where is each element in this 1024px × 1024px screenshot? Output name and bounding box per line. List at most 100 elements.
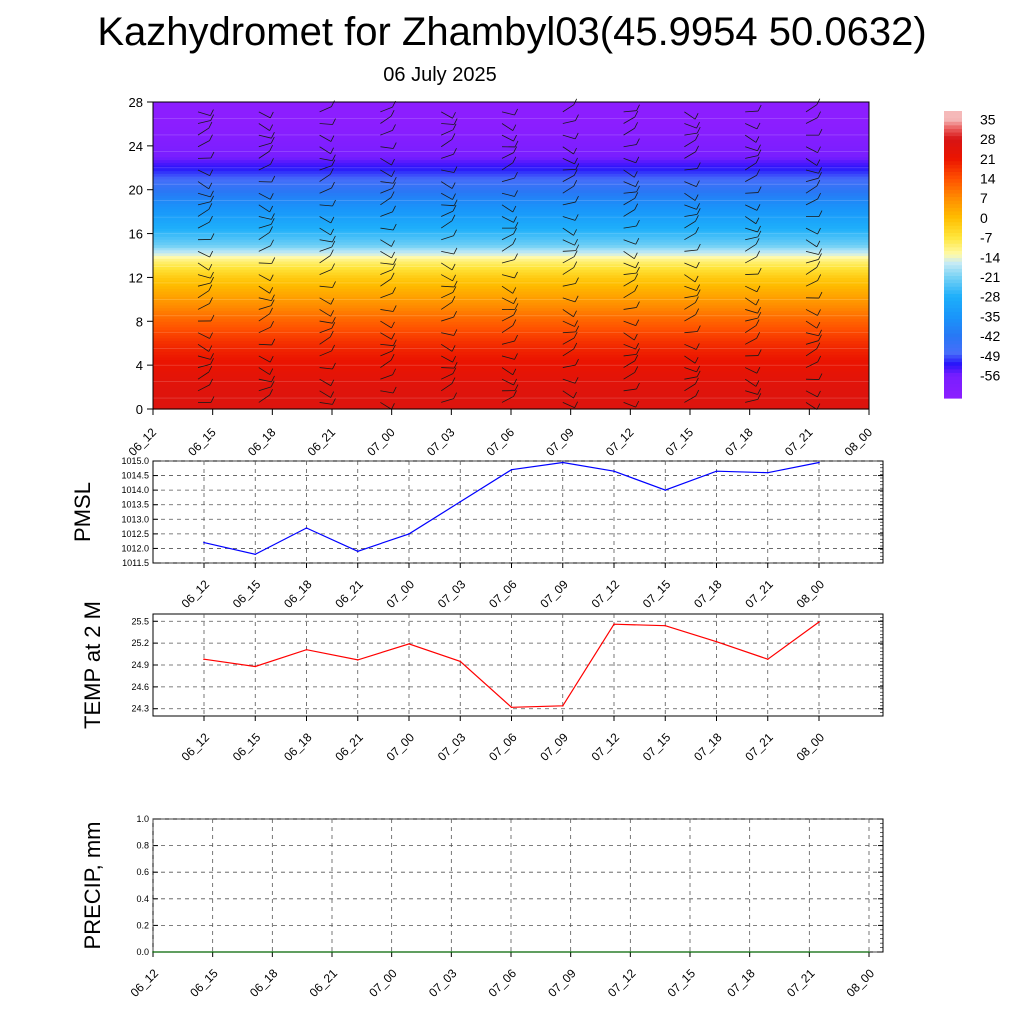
wind-barb-flag	[451, 295, 456, 303]
y-tick-label: 0.2	[136, 920, 149, 930]
wind-barb-flag	[818, 210, 823, 217]
heatmap-band	[153, 134, 869, 139]
data-point	[510, 706, 513, 709]
wind-barb	[319, 216, 332, 224]
wind-barb	[562, 320, 575, 327]
colorbar-label: -28	[980, 289, 1000, 305]
x-tick-label: 07_12	[605, 966, 639, 1000]
wind-barb	[197, 250, 210, 258]
wind-barb-flag	[451, 377, 456, 384]
heatmap-band	[153, 252, 869, 257]
wind-barb	[197, 290, 210, 299]
wind-barb	[441, 274, 453, 282]
wind-barb	[441, 204, 455, 207]
wind-barb-flag	[512, 368, 517, 375]
colorbar-segment	[944, 171, 962, 177]
heatmap-band	[153, 351, 869, 355]
wind-barb	[441, 129, 454, 136]
heatmap-x-tick-label: 07_06	[484, 425, 518, 459]
data-point	[356, 550, 359, 553]
heatmap-band	[153, 400, 869, 405]
heatmap-band	[153, 167, 869, 172]
wind-barb-flag	[331, 322, 336, 329]
wind-barb-flag	[634, 354, 639, 362]
wind-barb	[623, 343, 636, 350]
wind-barb	[197, 221, 210, 229]
wind-barb	[623, 225, 637, 229]
heatmap-band	[153, 362, 869, 366]
colorbar-segment	[944, 347, 962, 352]
wind-barb	[562, 364, 576, 368]
wind-barb	[745, 175, 757, 182]
heatmap-band	[153, 403, 869, 407]
colorbar-segment	[944, 150, 962, 155]
colorbar-segment	[944, 268, 962, 274]
wind-barb	[684, 139, 696, 148]
wind-barb-flag	[330, 379, 335, 386]
wind-barb	[380, 188, 393, 194]
wind-barb	[380, 239, 392, 247]
wind-barb	[197, 384, 210, 392]
heatmap-band	[153, 140, 869, 144]
heatmap-x-tick-label: 07_18	[722, 425, 756, 459]
wind-barb-flag	[696, 370, 701, 378]
x-tick-label: 07_12	[589, 577, 623, 611]
x-tick-label: 07_21	[742, 730, 776, 764]
heatmap-band	[153, 299, 869, 303]
heatmap-band	[153, 211, 869, 215]
wind-barb	[623, 402, 636, 408]
wind-barb-flag	[391, 240, 395, 247]
wind-barb	[623, 332, 635, 341]
wind-barb-flag	[818, 329, 822, 336]
wind-barb	[623, 388, 637, 392]
heatmap-band	[153, 378, 869, 383]
wind-barb-flag	[757, 307, 762, 314]
panel-frame	[152, 613, 884, 717]
colorbar-segment	[944, 207, 962, 213]
colorbar-segment	[944, 286, 962, 291]
wind-barb	[319, 402, 333, 405]
wind-barb-flag	[453, 392, 457, 399]
heatmap-band	[153, 126, 869, 131]
wind-barb-flag	[452, 123, 457, 130]
wind-barb-flag	[755, 380, 760, 387]
wind-barb-flag	[816, 322, 821, 329]
wind-barb-flag	[696, 180, 700, 187]
wind-barb-flag	[512, 124, 517, 131]
heatmap-band	[153, 387, 869, 391]
wind-barb	[745, 155, 758, 159]
wind-barb	[684, 395, 696, 403]
colorbar-segment	[944, 182, 962, 187]
heatmap-band	[153, 280, 869, 284]
heatmap-band	[153, 302, 869, 306]
wind-barb-flag	[392, 258, 397, 265]
x-tick-label: 07_09	[537, 577, 571, 611]
wind-barb	[501, 243, 514, 252]
wind-barb-flag	[392, 368, 396, 375]
wind-barb	[744, 378, 757, 387]
wind-barb-flag	[573, 342, 578, 350]
wind-barb	[197, 355, 211, 360]
heatmap-band	[153, 313, 869, 317]
wind-barb	[501, 297, 514, 305]
panel-frame	[152, 818, 884, 953]
wind-barb-flag	[514, 253, 518, 260]
x-tick-label: 06_21	[307, 966, 341, 1000]
y-tick-label: 1013.5	[121, 500, 149, 510]
x-tick-label: 07_06	[486, 966, 520, 1000]
x-tick-label: 07_06	[486, 577, 520, 611]
wind-barb-flag	[329, 330, 334, 338]
y-tick-label: 25.2	[131, 638, 149, 648]
colorbar-segment	[944, 232, 962, 238]
heatmap-band	[153, 321, 869, 325]
wind-barb-flag	[695, 145, 699, 152]
wind-barb	[258, 111, 271, 119]
data-point	[211, 951, 214, 953]
heatmap-band	[153, 373, 869, 377]
wind-barb-flag	[391, 403, 395, 410]
colorbar-segment	[944, 179, 962, 184]
wind-barb-flag	[818, 248, 822, 255]
heatmap-band	[153, 121, 869, 125]
y-tick-label: 1.0	[136, 814, 149, 824]
wind-barb	[745, 285, 758, 293]
